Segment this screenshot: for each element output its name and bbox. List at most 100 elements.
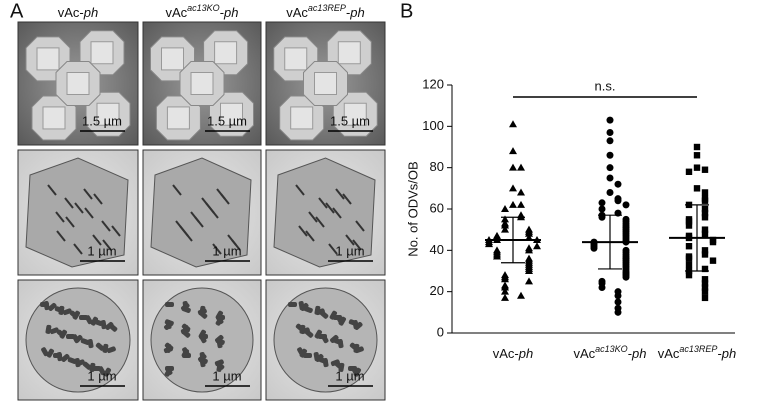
y-tick-label: 20 [430,283,444,298]
odv [79,315,88,320]
label-base: vAc [165,5,187,20]
data-point [517,291,525,299]
virion [84,207,94,219]
x-tick-label: vAcac13KO-ph [573,344,646,361]
odv [330,359,340,367]
odv [56,352,63,362]
label-sup: ac13KO [595,344,628,354]
odv [181,323,191,332]
virion [55,211,65,223]
data-point [517,163,525,171]
virion [227,234,237,246]
micrograph: 1 µm [265,279,386,401]
crystal-face [166,106,190,130]
data-point [693,143,701,151]
virion [308,211,318,223]
virion [328,243,338,255]
crystal-face [337,41,361,65]
odv [95,342,105,351]
odv [49,327,59,335]
scale-bar-label: 1 µm [335,243,364,258]
micrograph: 1.5 µm [142,21,262,146]
data-point [685,218,693,225]
virion [92,234,102,246]
crystal-face [284,47,308,71]
data-point [501,221,509,229]
data-point [701,209,709,217]
data-point [614,298,622,306]
virion [65,216,75,228]
micrograph: 1 µm [17,149,139,276]
label-suffix: - [346,5,350,20]
scale-bar-label: 1 µm [212,243,241,258]
odv [295,323,305,332]
data-point [501,205,509,212]
data-point [606,129,614,137]
crystal-face [343,102,367,126]
label-italic: ph [721,346,736,361]
data-point [693,164,701,171]
virion [352,239,362,251]
micrograph: 1 µm [142,279,262,401]
data-point [501,215,509,223]
odv [48,302,57,311]
virion [93,193,103,205]
odv [72,310,81,320]
crystal-face [214,41,238,65]
odv [348,366,357,371]
virion [172,184,182,196]
data-point [606,116,614,124]
label-suffix: - [514,346,518,361]
odv [59,329,68,339]
odv [108,323,118,332]
odv [75,359,85,367]
virion [355,220,365,232]
odv [330,334,339,343]
scale-bar-label: 1.5 µm [82,113,122,128]
virion [298,225,308,237]
odv [288,302,297,307]
data-point [701,294,709,302]
ob-section [150,157,252,268]
data-point [701,166,709,173]
crystal-face [220,102,243,126]
odv [61,353,70,362]
odv [66,334,75,339]
label-suffix: - [220,5,224,20]
scale-bar-label: 1 µm [87,368,116,383]
data-point [701,214,709,221]
data-point [685,271,693,279]
scale-bar-label: 1 µm [87,243,116,258]
scale-bar-label: 1.5 µm [207,113,247,128]
data-point [606,151,614,159]
label-italic: ph [631,346,646,361]
data-point [701,189,709,196]
data-point [685,222,693,229]
odv [199,305,206,315]
x-tick-label: vAcac13REP-ph [658,344,737,361]
crystal-face [190,72,214,95]
data-point [701,288,709,295]
data-point [685,168,693,175]
odv [93,319,103,326]
data-point [509,147,517,155]
data-point [525,229,533,237]
label-suffix: - [717,346,721,361]
label-italic: ph [349,5,364,20]
odv [102,343,109,353]
virion [295,184,305,196]
label-italic: ph [223,5,238,20]
y-tick-label: 100 [422,118,444,133]
label-sup: ac13REP [679,344,717,354]
virion [305,230,315,242]
data-point [590,244,598,252]
virion [315,216,325,228]
odv [297,347,305,357]
virion [64,197,74,209]
virion [201,197,211,209]
odv [215,334,224,343]
odv [165,366,174,371]
data-point [693,185,701,192]
